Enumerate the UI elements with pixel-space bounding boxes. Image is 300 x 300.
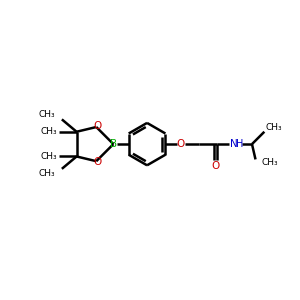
Text: CH₃: CH₃ [39,169,56,178]
Text: CH₃: CH₃ [41,152,57,161]
Text: CH₃: CH₃ [41,127,57,136]
Text: O: O [94,121,102,131]
Text: O: O [177,139,185,149]
Text: H: H [236,139,243,148]
Text: CH₃: CH₃ [266,123,282,132]
Text: O: O [212,161,220,171]
Text: O: O [94,157,102,167]
Text: CH₃: CH₃ [261,158,278,167]
Text: CH₃: CH₃ [39,110,56,119]
Text: N: N [230,139,238,149]
Text: B: B [110,139,117,149]
